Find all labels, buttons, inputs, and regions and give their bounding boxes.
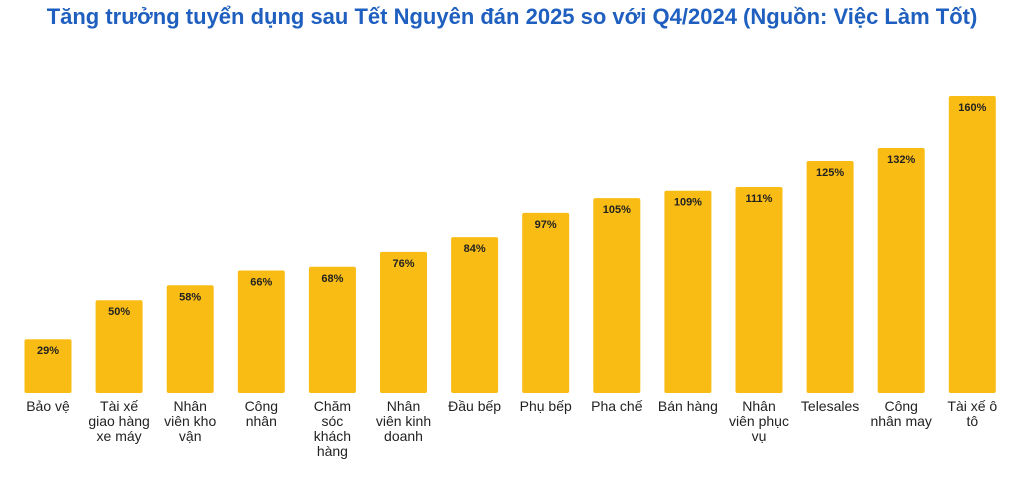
bar (380, 251, 427, 393)
bar (451, 237, 499, 393)
bar (948, 96, 996, 393)
data-label: 160% (958, 102, 986, 114)
bar (308, 266, 356, 393)
data-label: 76% (392, 258, 414, 270)
data-label: 66% (250, 277, 272, 289)
bar (166, 285, 214, 393)
bar (95, 300, 143, 393)
bar (522, 212, 570, 393)
category-label: Bảo vệ (26, 398, 70, 414)
data-label: 125% (816, 167, 844, 179)
bar (735, 187, 783, 393)
data-label: 111% (746, 193, 773, 205)
data-label: 68% (321, 273, 343, 285)
data-label: 58% (179, 291, 201, 303)
category-label: Tài xế ô tô (947, 398, 997, 429)
category-label: Nhân viên kinh doanh (376, 398, 431, 444)
data-label: 132% (887, 154, 915, 166)
bar (664, 190, 712, 393)
category-label: Pha chế (591, 398, 643, 414)
data-label: 29% (37, 345, 59, 357)
category-label: Bán hàng (658, 398, 718, 414)
category-label: Phụ bếp (520, 398, 572, 414)
category-label: Telesales (801, 398, 859, 414)
category-label: Tài xế giao hàng xe máy (88, 398, 150, 444)
bar (24, 339, 72, 393)
chart-title: Tăng trưởng tuyển dụng sau Tết Nguyên đá… (46, 4, 978, 29)
data-label: 105% (603, 204, 631, 216)
category-label: Nhân viên phục vụ (729, 398, 789, 444)
category-label: Công nhân (245, 398, 278, 429)
category-label: Chăm sóc khách hàng (314, 398, 351, 459)
data-label: 97% (535, 219, 557, 231)
bar (877, 148, 925, 393)
bar (593, 198, 641, 393)
category-label: Đầu bếp (448, 398, 501, 414)
category-label: Công nhân may (870, 398, 931, 429)
category-label: Nhân viên kho vận (164, 398, 216, 444)
data-label: 84% (464, 243, 486, 255)
bar (806, 161, 854, 393)
data-label: 50% (108, 306, 130, 318)
bar (237, 270, 285, 393)
data-label: 109% (674, 197, 702, 209)
